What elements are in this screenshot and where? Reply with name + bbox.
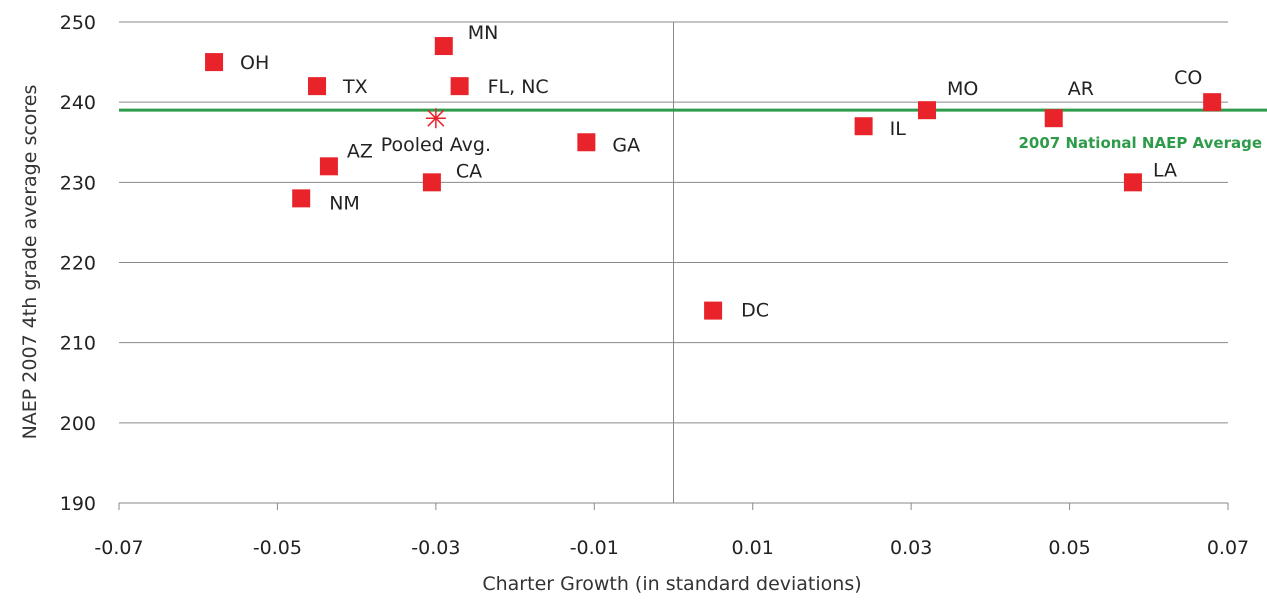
data-points: OH TX MN FL, NC AZ NM CA GA DC IL MO AR CO LA Pooled A… — [205, 22, 1222, 322]
data-point-label: MO — [947, 78, 978, 100]
data-point-marker — [577, 133, 596, 152]
data-point-label: GA — [612, 134, 640, 156]
y-tick-label: 210 — [60, 333, 96, 355]
x-tick-label: -0.01 — [570, 537, 619, 559]
data-point-label: OH — [240, 52, 269, 74]
pooled-average-label: Pooled Avg. — [381, 134, 491, 156]
x-tick-label: 0.01 — [732, 537, 774, 559]
data-point-marker — [319, 157, 338, 176]
x-tick-label: -0.05 — [253, 537, 302, 559]
data-point-marker — [917, 101, 936, 120]
data-point-marker — [434, 37, 453, 56]
x-tick-label: 0.07 — [1207, 537, 1249, 559]
data-point-marker — [1123, 173, 1142, 192]
data-point-label: AR — [1068, 78, 1094, 100]
data-point-label: TX — [342, 76, 368, 98]
data-point-marker — [422, 173, 441, 192]
pooled-average-marker — [425, 108, 446, 129]
data-point-marker — [704, 301, 723, 320]
data-point-label: IL — [890, 118, 907, 140]
data-point-label: CA — [456, 160, 482, 182]
y-tick-label: 230 — [60, 172, 96, 194]
y-tick-label: 200 — [60, 413, 96, 435]
data-point-marker — [854, 117, 873, 136]
data-point-label: FL, NC — [488, 76, 549, 98]
x-tick-label: -0.03 — [411, 537, 460, 559]
y-tick-label: 190 — [60, 493, 96, 515]
x-tick-label: 0.05 — [1048, 537, 1090, 559]
data-point-marker — [1203, 93, 1222, 112]
data-point-marker — [292, 189, 311, 208]
data-point-label: NM — [329, 192, 360, 214]
y-tick-label: 250 — [60, 12, 96, 34]
data-point-label: MN — [468, 22, 499, 44]
reference-line-group: 2007 National NAEP Average — [119, 108, 1267, 152]
national-average-label: 2007 National NAEP Average — [1018, 134, 1262, 152]
data-point-label: DC — [741, 300, 769, 322]
x-tick-labels: -0.07 -0.05 -0.03 -0.01 0.01 0.03 0.05 0.07 — [94, 537, 1249, 559]
data-point-marker — [450, 77, 469, 96]
x-axis-title: Charter Growth (in standard deviations) — [482, 573, 861, 595]
data-point-marker — [205, 53, 224, 72]
axes — [118, 22, 1229, 510]
y-tick-label: 240 — [60, 92, 96, 114]
y-axis-title: NAEP 2007 4th grade average scores — [19, 85, 41, 440]
data-point-label: AZ — [347, 140, 373, 162]
data-point-label: LA — [1153, 159, 1177, 181]
x-tick-label: 0.03 — [890, 537, 932, 559]
y-tick-label: 220 — [60, 253, 96, 275]
x-tick-label: -0.07 — [94, 537, 143, 559]
y-tick-labels: 190 200 210 220 230 240 250 — [60, 12, 96, 515]
data-point-marker — [1044, 109, 1063, 128]
data-point-marker — [308, 77, 327, 96]
data-point-label: CO — [1174, 67, 1202, 89]
